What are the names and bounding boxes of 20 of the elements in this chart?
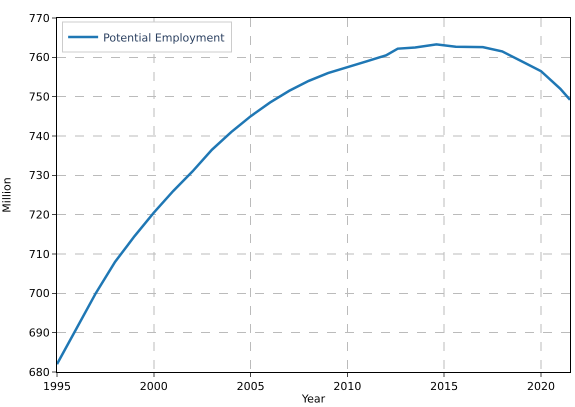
y-tick-label: 760 bbox=[28, 51, 50, 64]
y-tick-label: 710 bbox=[28, 248, 50, 261]
y-tick-label: 700 bbox=[28, 287, 50, 300]
y-tick-label: 750 bbox=[28, 90, 50, 104]
x-tick-label: 2020 bbox=[526, 380, 555, 394]
y-tick-label: 720 bbox=[28, 208, 50, 222]
y-axis-title: Million bbox=[0, 177, 14, 213]
y-tick-label: 730 bbox=[28, 169, 50, 182]
y-tick-label: 690 bbox=[28, 326, 50, 340]
x-tick-label: 2005 bbox=[236, 380, 265, 394]
y-tick-label: 740 bbox=[28, 130, 50, 143]
line-series bbox=[57, 43, 570, 366]
y-tick-label: 770 bbox=[28, 12, 50, 25]
y-tick-label: 680 bbox=[28, 366, 50, 379]
x-axis-title: Year bbox=[300, 392, 326, 406]
x-tick-label: 2015 bbox=[430, 380, 458, 394]
x-tick-label: 1995 bbox=[43, 380, 71, 394]
x-tick-label: 2010 bbox=[333, 380, 362, 394]
x-tick-label: 2000 bbox=[140, 380, 168, 394]
legend-label: Potential Employment bbox=[103, 31, 226, 44]
